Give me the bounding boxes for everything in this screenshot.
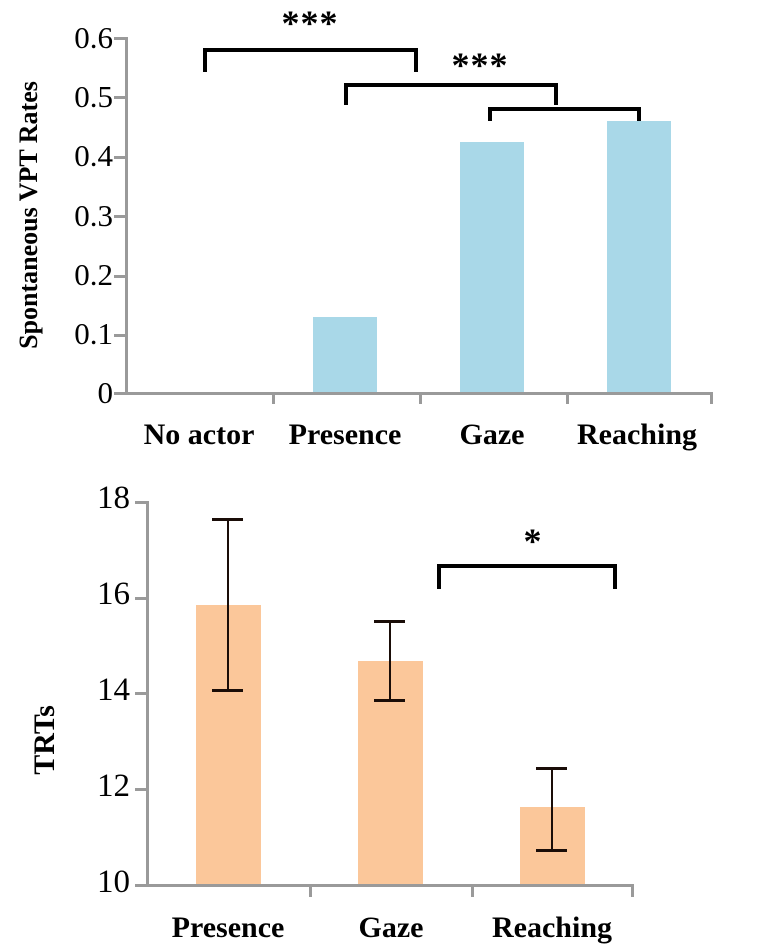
- x-tick-label-gaze-trts: Gaze: [358, 911, 424, 944]
- y-axis-tick-12: [135, 788, 146, 791]
- y-tick-label-0.2: 0.2: [74, 257, 113, 292]
- y-axis-tick-0.5: [114, 96, 125, 99]
- x-axis-line-bottom: [146, 884, 634, 887]
- x-axis-divider-b2: [471, 884, 474, 897]
- x-tick-label-presence-trts: Presence: [171, 911, 285, 944]
- y-tick-label-0.4: 0.4: [74, 138, 113, 173]
- x-tick-label-presence: Presence: [288, 418, 402, 451]
- y-axis-tick-16: [135, 597, 146, 600]
- y-axis-tick-14: [135, 692, 146, 695]
- error-bar-cap-top-reaching: [536, 767, 567, 770]
- x-axis-divider-2: [419, 392, 422, 404]
- y-axis-tick-18: [135, 501, 146, 504]
- error-bar-stem-presence: [227, 518, 229, 692]
- x-axis-divider-1: [272, 392, 275, 404]
- error-bar-cap-bottom-gaze: [374, 699, 405, 702]
- chart-panel-spontaneous-vpt-rates: Spontaneous VPT Rates 0.6 0.5 0.4 0.3 0.…: [14, 3, 713, 451]
- x-tick-label-reaching-trts: Reaching: [492, 911, 612, 944]
- y-tick-label-12: 12: [97, 768, 130, 804]
- y-tick-label-18: 18: [97, 480, 130, 516]
- bar-reaching: [607, 121, 671, 392]
- y-tick-label-0.3: 0.3: [74, 198, 113, 233]
- y-axis-tick-0.1: [114, 334, 125, 337]
- y-axis-tick-0.3: [114, 215, 125, 218]
- error-bar-cap-top-presence: [212, 518, 243, 521]
- x-tick-label-no-actor: No actor: [143, 418, 255, 451]
- x-axis-divider-b1: [309, 884, 312, 897]
- y-axis-line-top: [125, 37, 128, 394]
- bar-presence: [313, 317, 377, 392]
- y-axis-tick-0: [114, 392, 125, 395]
- y-axis-line-bottom: [146, 501, 149, 885]
- significance-stars-noactor-presence: ***: [281, 3, 339, 43]
- error-bar-cap-top-gaze: [374, 620, 405, 623]
- y-tick-label-14: 14: [97, 672, 130, 708]
- y-axis-tick-0.2: [114, 275, 125, 278]
- x-axis-divider-4: [710, 392, 713, 404]
- error-bar-stem-gaze: [389, 620, 391, 702]
- error-bar-cap-bottom-reaching: [536, 849, 567, 852]
- significance-stars-gaze-reaching-trts: *: [523, 521, 543, 561]
- x-axis-divider-3: [566, 392, 569, 404]
- y-axis-tick-10: [135, 884, 146, 887]
- chart-panel-trts: TRTs 18 16 14 12 10 Presence Gaze Reachi…: [0, 473, 779, 946]
- significance-stars-presence-gaze: ***: [451, 45, 509, 85]
- y-tick-label-0: 0: [97, 375, 114, 410]
- y-axis-tick-0.6: [114, 37, 125, 40]
- x-tick-label-reaching: Reaching: [577, 418, 697, 451]
- y-tick-label-0.6: 0.6: [74, 20, 113, 55]
- significance-bracket-noactor-presence: [203, 48, 418, 72]
- significance-bracket-presence-gaze: [344, 83, 558, 105]
- y-tick-label-16: 16: [97, 576, 130, 612]
- y-tick-label-0.1: 0.1: [74, 316, 113, 351]
- bar-gaze: [460, 142, 524, 392]
- significance-bracket-gaze-reaching: [488, 107, 641, 121]
- x-axis-divider-b3: [631, 884, 634, 897]
- y-tick-label-0.5: 0.5: [74, 79, 113, 114]
- x-tick-label-gaze: Gaze: [459, 418, 525, 451]
- y-axis-tick-0.4: [114, 156, 125, 159]
- significance-bracket-gaze-reaching-trts: [437, 564, 617, 589]
- error-bar-stem-reaching: [551, 767, 553, 852]
- error-bar-cap-bottom-presence: [212, 689, 243, 692]
- y-tick-label-10: 10: [97, 864, 130, 900]
